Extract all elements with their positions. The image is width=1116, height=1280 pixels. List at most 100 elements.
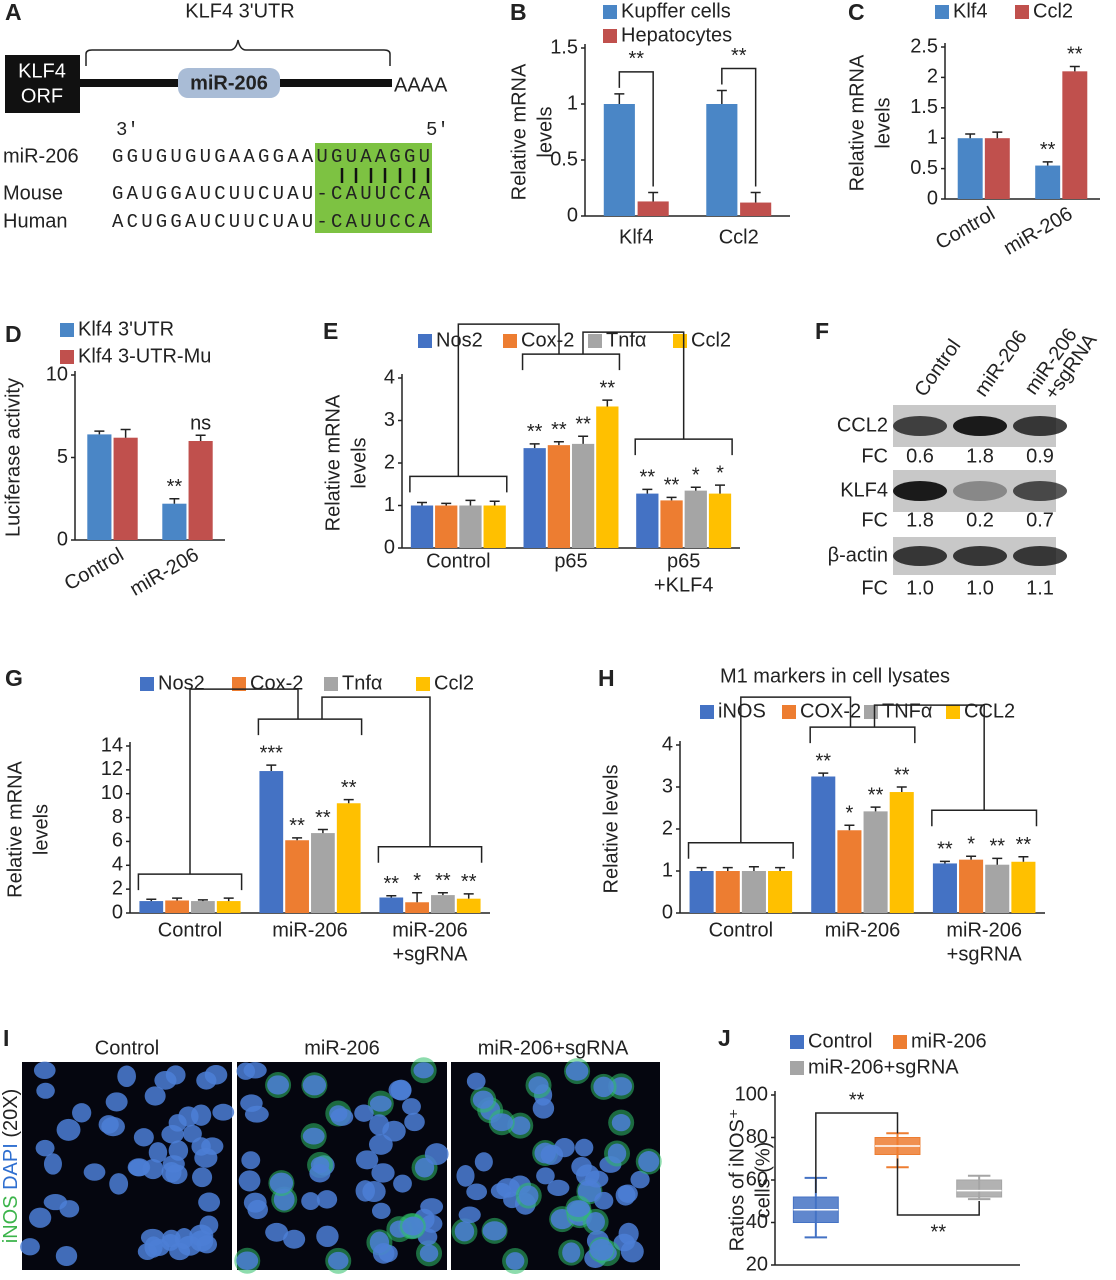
band — [1013, 546, 1067, 566]
nucleus — [565, 1061, 589, 1081]
y-tick-label: 40 — [746, 1211, 768, 1233]
error-bar — [120, 428, 131, 438]
error-bar — [386, 894, 397, 898]
significance: ** — [1016, 834, 1032, 856]
y-tick-label: 4 — [384, 366, 395, 388]
y-tick-label: 8 — [112, 806, 123, 828]
panel-letter: H — [598, 665, 615, 691]
y-tick-label: 0 — [384, 536, 395, 558]
band — [893, 416, 947, 436]
nucleus — [369, 1095, 392, 1112]
significance: ** — [527, 421, 543, 443]
bar — [87, 434, 112, 540]
significance: ** — [600, 377, 616, 399]
legend-label: COX-2 — [800, 700, 861, 722]
legend-label: miR-206+sgRNA — [808, 1056, 959, 1078]
fc-label: FC — [861, 509, 888, 531]
bar — [603, 104, 635, 216]
x-tick-label: Control — [426, 550, 490, 572]
error-bar — [317, 828, 328, 834]
bar — [113, 437, 138, 540]
error-bar — [529, 443, 540, 449]
nucleus — [424, 1143, 449, 1166]
legend-swatch — [946, 705, 960, 719]
error-bar — [666, 496, 677, 501]
bar — [957, 138, 983, 199]
legend-swatch — [603, 29, 617, 43]
polya-label: AAAA — [394, 74, 448, 96]
comparison-line — [321, 696, 431, 847]
panel-letter: I — [3, 1025, 9, 1051]
sequence: GGUGUGUGAAGGAAUGUAAGGU — [112, 146, 430, 168]
bar — [889, 792, 914, 913]
significance: ** — [289, 815, 305, 837]
significance: ** — [1040, 139, 1056, 161]
panel-f: F Control miR-206 miR-206 +sgRNA — [815, 318, 1102, 404]
sequence: GAUGGAUCUUCUAU-CAUUCCA — [112, 183, 431, 205]
nucleus — [466, 1072, 486, 1090]
significance: ** — [628, 48, 644, 70]
error-bar — [416, 501, 427, 506]
error-bar — [775, 866, 786, 871]
nucleus — [212, 1103, 235, 1121]
legend-label: Klf4 — [953, 0, 987, 22]
bar — [984, 138, 1010, 199]
nucleus — [127, 1158, 151, 1177]
nucleus — [56, 1118, 81, 1141]
legend-swatch — [782, 705, 796, 719]
nucleus — [510, 1116, 531, 1135]
bracket — [815, 1112, 899, 1193]
nucleus — [528, 1076, 549, 1095]
fc-value: 0.7 — [1026, 509, 1054, 531]
x-tick-label: miR-206 — [272, 919, 348, 941]
x-tick-label: +sgRNA — [947, 943, 1023, 965]
nucleus — [241, 1151, 261, 1170]
x-tick-label: Klf4 — [619, 226, 653, 248]
error-bar — [965, 133, 976, 139]
x-tick-label: Ccl2 — [719, 226, 759, 248]
significance: ** — [551, 419, 567, 441]
error-bar — [939, 860, 950, 864]
legend-swatch — [790, 1061, 804, 1075]
orf-box — [5, 55, 80, 113]
nucleus — [177, 1235, 202, 1256]
orf-label: ORF — [21, 85, 63, 107]
image-label: Control — [95, 1037, 159, 1059]
legend-swatch — [1015, 5, 1029, 19]
nucleus — [620, 1240, 644, 1263]
nucleus — [355, 1180, 376, 1202]
legend-swatch — [700, 705, 714, 719]
y-tick-label: 0 — [57, 528, 68, 550]
significance: ** — [167, 476, 183, 498]
nucleus — [20, 1238, 40, 1256]
comparison-line — [740, 696, 852, 843]
band — [953, 481, 1007, 501]
y-tick-label: 100 — [735, 1083, 768, 1105]
significance: ** — [435, 870, 451, 892]
bar — [689, 871, 714, 913]
y-tick-label: 0 — [567, 204, 578, 226]
y-tick-label: 1 — [927, 126, 938, 148]
significance: ** — [849, 1089, 865, 1111]
bar — [706, 104, 738, 216]
nucleus — [414, 1157, 435, 1178]
column-label: miR-206 — [970, 326, 1031, 401]
bar — [863, 811, 888, 913]
y-tick-label: 2 — [384, 451, 395, 473]
nucleus — [562, 1242, 581, 1263]
nucleus — [165, 1065, 186, 1085]
group-bracket — [137, 873, 243, 891]
significance: * — [692, 465, 700, 487]
y-tick-label: 0.5 — [550, 148, 578, 170]
utr-label: KLF4 3'UTR — [185, 0, 294, 22]
fc-value: 0.9 — [1026, 445, 1054, 467]
bar — [139, 901, 164, 913]
nucleus — [133, 1128, 154, 1147]
error-bar — [343, 798, 354, 804]
nucleus — [83, 1163, 106, 1181]
legend-swatch — [673, 334, 687, 348]
y-tick-label: 1 — [567, 92, 578, 114]
nucleus — [269, 1172, 294, 1194]
nucleus — [316, 1190, 338, 1209]
legend-swatch — [864, 705, 878, 719]
